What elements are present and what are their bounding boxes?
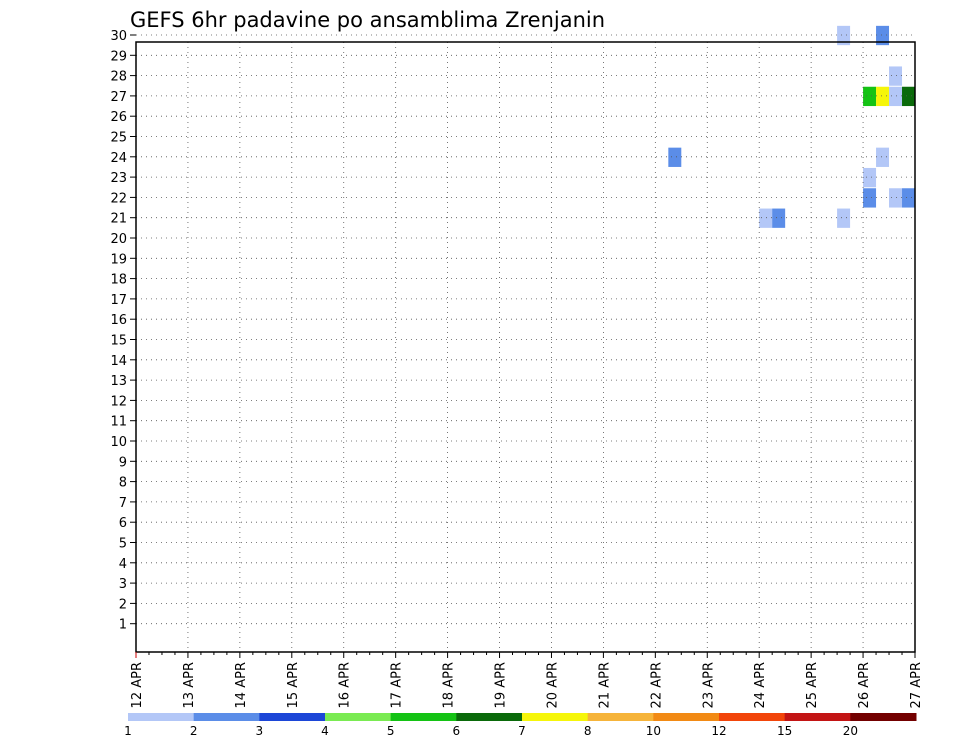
- x-tick-label: 14 APR: [234, 662, 249, 708]
- heatmap-cell: [863, 86, 877, 107]
- y-tick-label: 3: [119, 577, 127, 592]
- heatmap-cell: [889, 188, 903, 208]
- colorbar-swatch: [456, 713, 523, 721]
- x-tick-label: 24 APR: [753, 662, 768, 708]
- y-tick-label: 15: [110, 334, 127, 349]
- colorbar-label: 20: [843, 724, 858, 738]
- colorbar-label: 5: [387, 724, 395, 738]
- y-tick-label: 25: [110, 131, 127, 146]
- y-tick-label: 26: [110, 110, 127, 125]
- y-tick-label: 10: [110, 435, 127, 450]
- y-tick-label: 1: [119, 618, 127, 633]
- y-tick-label: 20: [110, 232, 127, 247]
- y-tick-label: 2: [119, 597, 127, 612]
- y-tick-label: 6: [119, 516, 127, 531]
- colorbar-label: 12: [711, 724, 726, 738]
- y-tick-label: 13: [110, 374, 127, 389]
- y-tick-label: 12: [110, 394, 127, 409]
- x-tick-label: 16 APR: [338, 662, 353, 708]
- colorbar-swatch: [128, 713, 195, 721]
- colorbar-label: 2: [190, 724, 198, 738]
- colorbar-swatch: [784, 713, 851, 721]
- heatmap-cell: [876, 25, 890, 46]
- colorbar-label: 4: [321, 724, 329, 738]
- x-tick-label: 27 APR: [909, 662, 924, 708]
- heatmap-cell: [837, 208, 851, 228]
- colorbar-swatch: [193, 713, 260, 721]
- colorbar-label: 1: [124, 724, 132, 738]
- y-tick-label: 4: [119, 557, 127, 572]
- colorbar-label: 3: [256, 724, 264, 738]
- heatmap-cell: [889, 66, 903, 86]
- colorbar-swatch: [259, 713, 326, 721]
- heatmap-cell: [876, 86, 890, 107]
- colorbar-swatch: [850, 713, 917, 721]
- y-tick-label: 18: [110, 273, 127, 288]
- y-tick-label: 7: [119, 496, 127, 511]
- colorbar-label: 8: [584, 724, 592, 738]
- colorbar: 1 2 3 4 5 6 7 8 10 12 15 20: [124, 713, 917, 738]
- y-axis: 1234567891011121314151617181920212223242…: [110, 29, 136, 633]
- heatmap-cell: [772, 208, 786, 228]
- y-tick-label: 17: [110, 293, 127, 308]
- heatmap-cell: [759, 208, 773, 228]
- heatmap-cell: [863, 167, 877, 188]
- x-tick-label: 21 APR: [597, 662, 612, 708]
- heatmap-cell: [902, 188, 915, 208]
- y-tick-label: 19: [110, 252, 127, 267]
- colorbar-label: 15: [777, 724, 792, 738]
- x-tick-label: 13 APR: [182, 662, 197, 708]
- y-tick-label: 5: [119, 537, 127, 552]
- y-tick-label: 30: [110, 29, 127, 44]
- y-tick-label: 8: [119, 476, 127, 491]
- y-tick-label: 23: [110, 171, 127, 186]
- x-tick-label: 22 APR: [649, 662, 664, 708]
- chart-title: GEFS 6hr padavine po ansamblima Zrenjani…: [130, 8, 605, 32]
- y-tick-label: 27: [110, 90, 127, 105]
- grid-lines: [136, 34, 915, 652]
- x-tick-label: 18 APR: [442, 662, 457, 708]
- y-tick-label: 29: [110, 49, 127, 64]
- colorbar-swatch: [587, 713, 654, 721]
- x-tick-label: 17 APR: [390, 662, 405, 708]
- y-tick-label: 21: [110, 212, 127, 227]
- colorbar-swatch: [390, 713, 457, 721]
- x-axis: 12 APR 13 APR 14 APR 15 APR 16 APR 17 APR 18 A…: [130, 652, 924, 708]
- heatmap-cell: [837, 25, 851, 46]
- colorbar-swatch: [522, 713, 589, 721]
- colorbar-label: 7: [518, 724, 526, 738]
- colorbar-label: 10: [646, 724, 661, 738]
- y-tick-label: 22: [110, 191, 127, 206]
- colorbar-swatch: [653, 713, 720, 721]
- x-tick-label: 12 APR: [130, 662, 145, 708]
- plot-frame: [135, 41, 916, 653]
- heatmap-cell: [876, 147, 890, 167]
- x-tick-label: 26 APR: [857, 662, 872, 708]
- y-tick-label: 28: [110, 70, 127, 85]
- colorbar-swatch: [719, 713, 786, 721]
- x-tick-label: 19 APR: [494, 662, 509, 708]
- x-tick-label: 23 APR: [701, 662, 716, 708]
- heatmap-cells: [668, 25, 915, 228]
- colorbar-label: 6: [453, 724, 461, 738]
- heatmap-cell: [889, 86, 903, 107]
- y-tick-label: 14: [110, 354, 127, 369]
- heatmap-cell: [902, 86, 915, 107]
- heatmap-cell: [668, 147, 682, 167]
- x-tick-label: 25 APR: [805, 662, 820, 708]
- y-tick-label: 16: [110, 313, 127, 328]
- y-tick-label: 24: [110, 151, 127, 166]
- y-tick-label: 9: [119, 455, 127, 470]
- heatmap-cell: [863, 188, 877, 208]
- colorbar-swatch: [325, 713, 392, 721]
- x-tick-label: 20 APR: [545, 662, 560, 708]
- y-tick-label: 11: [110, 415, 127, 430]
- x-tick-label: 15 APR: [286, 662, 301, 708]
